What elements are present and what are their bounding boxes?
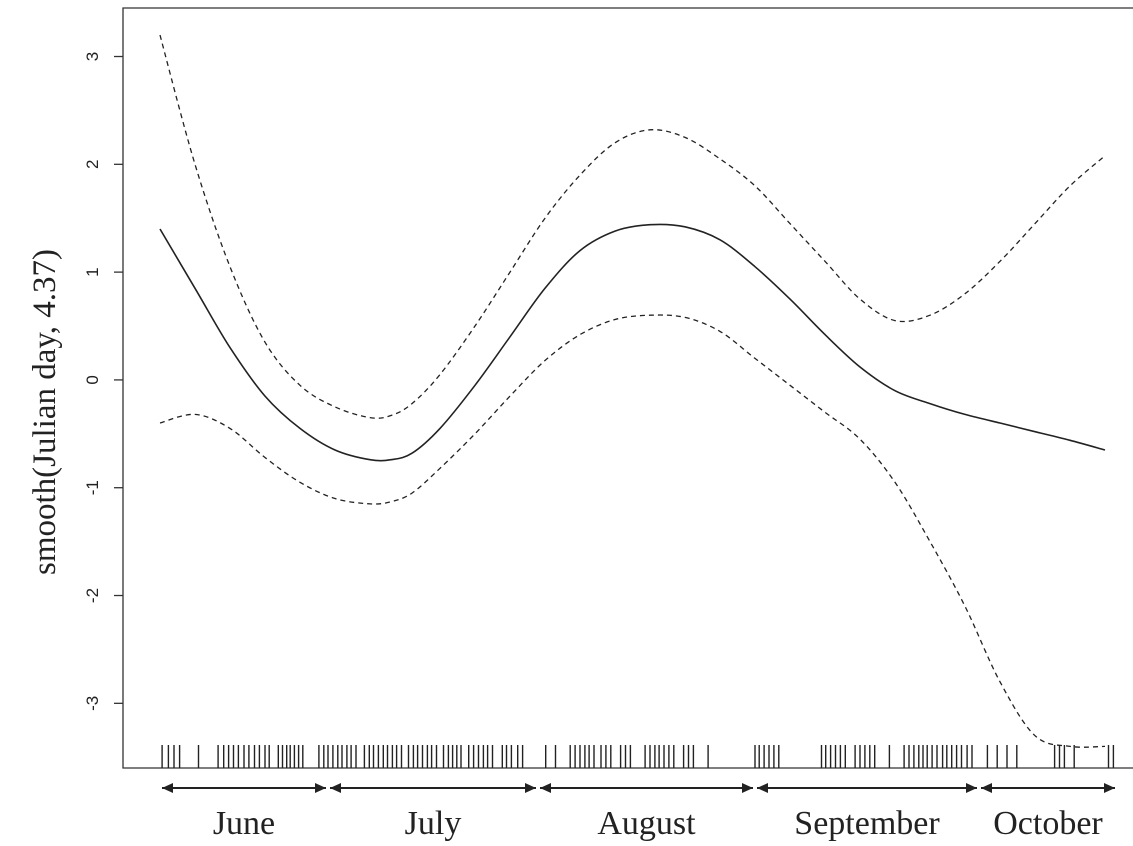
series-fit-line — [159, 223, 1106, 462]
month-arrow-head-right — [742, 783, 753, 793]
month-label-july: July — [405, 805, 462, 842]
month-arrow-head-left — [540, 783, 551, 793]
month-label-june: June — [213, 805, 275, 842]
month-label-september: September — [794, 805, 940, 842]
series-lower-line — [159, 314, 1106, 748]
month-arrow-head-right — [525, 783, 536, 793]
month-arrow-head-left — [330, 783, 341, 793]
month-arrow-head-left — [981, 783, 992, 793]
month-label-october: October — [993, 805, 1103, 842]
y-axis-title: smooth(Julian day, 4.37) — [27, 249, 63, 575]
month-arrow-head-right — [1104, 783, 1115, 793]
month-arrow-head-left — [757, 783, 768, 793]
plot-frame — [122, 7, 1133, 769]
y-tick-label: -1 — [83, 480, 102, 495]
y-tick-label: 0 — [83, 375, 102, 384]
month-axis: June July August September October — [162, 783, 1115, 842]
y-tick-label: 3 — [83, 52, 102, 61]
month-arrow-head-right — [966, 783, 977, 793]
y-tick-label: 1 — [83, 267, 102, 276]
series-lines — [159, 34, 1106, 748]
series-upper-line — [159, 34, 1106, 419]
y-axis: 3 2 1 0 -1 -2 -3 — [83, 52, 123, 711]
y-tick-label: -2 — [83, 588, 102, 603]
rug-ticks — [161, 745, 1115, 768]
y-tick-label: -3 — [83, 696, 102, 711]
month-arrow-head-left — [162, 783, 173, 793]
plot-border — [122, 7, 1133, 769]
y-tick-label: 2 — [83, 160, 102, 169]
month-label-august: August — [597, 805, 696, 842]
month-arrow-head-right — [315, 783, 326, 793]
